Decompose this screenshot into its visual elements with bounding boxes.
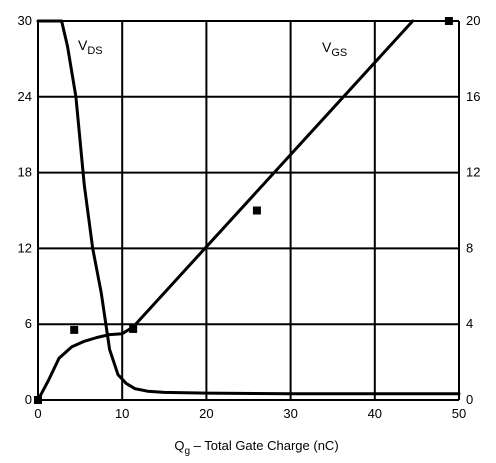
y-left-tick-label: 12: [18, 240, 32, 255]
x-axis-label: Qg – Total Gate Charge (nC): [174, 438, 338, 457]
x-tick-label: 50: [452, 406, 466, 421]
data-markers: [34, 17, 453, 404]
x-tick-label: 20: [199, 406, 213, 421]
y-right-tick-label: 0: [466, 392, 473, 407]
series-lines: [36, 19, 461, 402]
y-left-tick-label: 6: [25, 316, 32, 331]
square-marker: [252, 206, 261, 215]
x-tick-label: 40: [368, 406, 382, 421]
y-right-tick-label: 20: [466, 13, 480, 28]
x-tick-label: 30: [283, 406, 297, 421]
square-marker: [129, 324, 138, 333]
square-marker: [70, 325, 79, 334]
series-line-vds: [36, 19, 461, 396]
y-left-tick-label: 24: [18, 89, 32, 104]
y-right-tick-label: 12: [466, 165, 480, 180]
series-line-vgs: [36, 19, 415, 402]
x-tick-label: 0: [34, 406, 41, 421]
y-right-tick-label: 8: [466, 240, 473, 255]
y-left-tick-label: 0: [25, 392, 32, 407]
x-tick-label: 10: [115, 406, 129, 421]
series-label-vds: VDS: [78, 37, 103, 57]
square-marker: [34, 396, 42, 404]
square-marker: [444, 17, 453, 25]
y-left-tick-label: 30: [18, 13, 32, 28]
plot-area: [38, 21, 459, 400]
y-right-tick-label: 4: [466, 316, 473, 331]
series-annotations: VDS VGS: [78, 37, 347, 59]
y-left-tick-label: 18: [18, 165, 32, 180]
y-right-tick-label: 16: [466, 89, 480, 104]
grid-lines: [37, 20, 460, 401]
series-label-vgs: VGS: [322, 39, 347, 59]
